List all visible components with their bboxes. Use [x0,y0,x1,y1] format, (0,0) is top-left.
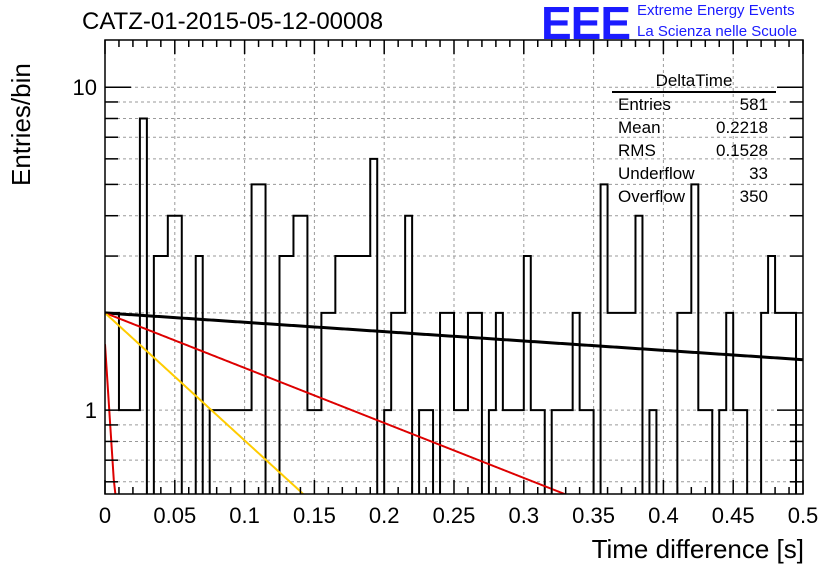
stats-row-rms: RMS 0.1528 [612,139,776,162]
y-tick-label: 10 [73,75,97,100]
x-tick-label: 0.15 [293,503,336,528]
histogram-deltatime [105,117,803,494]
stats-row-underflow: Underflow 33 [612,162,776,185]
x-tick-label: 0.5 [788,503,819,528]
y-tick-label: 1 [85,398,97,423]
logo-line-2: La Scienza nelle Scuole [637,23,798,40]
stats-label: Entries [618,95,671,114]
fit-curve-1 [105,311,643,494]
x-tick-label: 0.2 [369,503,400,528]
stats-value: 0.2218 [716,118,768,137]
stats-label: Underflow [618,164,695,183]
stats-value: 581 [739,95,768,114]
stats-value: 0.1528 [716,141,768,160]
stats-label: Mean [618,118,661,137]
stats-row-mean: Mean 0.2218 [612,116,776,139]
stats-label: RMS [618,141,656,160]
x-tick-label: 0.4 [648,503,679,528]
fit-curve-2 [105,312,338,494]
fit-curve-0 [105,311,803,362]
stats-label: Overflow [618,187,686,206]
stats-value: 350 [739,187,768,206]
stats-box: DeltaTime Entries 581 Mean 0.2218 RMS 0.… [612,70,776,208]
x-axis-label: Time difference [s] [591,534,804,564]
logo-line-1: Extreme Energy Events [637,2,795,19]
x-tick-label: 0 [99,503,111,528]
stats-row-entries: Entries 581 [612,93,776,116]
stats-row-overflow: Overflow 350 [612,185,776,208]
x-tick-label: 0.05 [153,503,196,528]
fit-curve-3 [105,344,117,494]
x-tick-label: 0.45 [712,503,755,528]
chart-title: CATZ-01-2015-05-12-00008 [82,8,384,35]
stats-value: 33 [749,164,768,183]
y-axis-label: Entries/bin [6,63,36,186]
x-tick-label: 0.25 [433,503,476,528]
x-tick-label: 0.1 [229,503,260,528]
x-tick-label: 0.3 [509,503,540,528]
stats-title: DeltaTime [612,70,776,93]
eee-logo: EEE [541,0,631,49]
x-tick-label: 0.35 [572,503,615,528]
